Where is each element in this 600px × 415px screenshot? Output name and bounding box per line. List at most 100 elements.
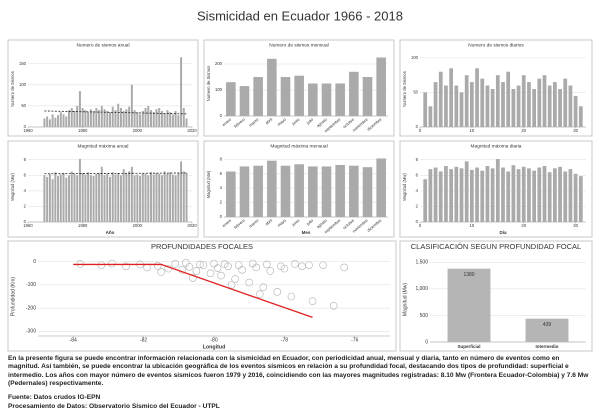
bar xyxy=(122,169,125,222)
bar xyxy=(158,108,161,127)
bar xyxy=(152,112,155,127)
y-tick-label: 100 xyxy=(19,82,27,87)
bar xyxy=(506,171,511,222)
bar xyxy=(553,168,557,222)
bar xyxy=(335,83,345,116)
bar xyxy=(109,112,111,127)
bar xyxy=(144,108,147,127)
y-tick-label: -200 xyxy=(26,305,36,311)
panel-title: Numero de sismos anual xyxy=(76,42,129,48)
bar xyxy=(92,110,95,127)
bar xyxy=(133,175,136,222)
bar xyxy=(454,166,459,222)
panel-title: Numero de sismos mensual xyxy=(269,42,328,48)
point xyxy=(97,261,106,269)
bar xyxy=(470,82,474,127)
bar xyxy=(59,174,62,222)
bar xyxy=(475,167,479,222)
x-tick-label: 1980 xyxy=(78,128,88,133)
bar xyxy=(506,71,511,127)
bar xyxy=(57,115,60,127)
x-tick-label: enero xyxy=(221,217,233,228)
bar xyxy=(177,173,180,222)
point xyxy=(248,259,257,268)
bar xyxy=(558,166,562,222)
x-tick-label: 20 xyxy=(521,128,526,133)
bar xyxy=(433,82,438,127)
bar xyxy=(527,82,531,127)
point xyxy=(231,275,239,283)
bar xyxy=(163,113,166,127)
bar xyxy=(59,112,62,127)
point xyxy=(182,259,190,267)
y-tick-label: 150 xyxy=(19,61,27,66)
point xyxy=(178,265,187,274)
x-tick-label: julio xyxy=(305,116,315,126)
bar xyxy=(114,110,117,127)
x-tick-label: -78 xyxy=(281,337,288,343)
bar xyxy=(180,57,183,128)
y-axis-label: Magnitud (Mw) xyxy=(402,283,408,316)
bar xyxy=(516,169,521,222)
bar xyxy=(68,110,70,127)
point xyxy=(305,261,313,269)
bar xyxy=(480,78,485,127)
bar xyxy=(133,110,136,127)
bar xyxy=(428,169,433,222)
bar xyxy=(78,159,81,222)
bar xyxy=(226,82,236,116)
bar xyxy=(73,173,76,222)
bar xyxy=(553,82,557,127)
bar xyxy=(84,174,87,222)
bar xyxy=(362,77,373,116)
bar xyxy=(54,172,57,222)
x-tick-label: 30 xyxy=(573,128,578,133)
bar xyxy=(48,119,51,127)
bar xyxy=(542,166,547,222)
x-tick-label: marzo xyxy=(248,217,260,228)
bar xyxy=(109,176,111,222)
x-axis-label: Día xyxy=(499,230,507,235)
bar xyxy=(87,172,90,222)
bar xyxy=(480,170,485,222)
point xyxy=(255,290,264,298)
panel-title: CLASIFICACIÓN SEGUN PROFUNDIDAD FOCAL xyxy=(411,242,581,251)
x-tick-label: 1980 xyxy=(78,223,88,228)
bar xyxy=(185,118,188,127)
bar xyxy=(537,78,542,127)
bar xyxy=(321,166,332,217)
panel-title: Magnitud máxima mensual xyxy=(270,143,327,149)
point xyxy=(196,260,204,269)
bar xyxy=(180,161,183,222)
bar xyxy=(48,173,51,222)
y-axis-label: Numero de Sismos xyxy=(10,71,15,107)
bar xyxy=(150,172,152,222)
x-tick-label: 0 xyxy=(419,223,422,228)
bar xyxy=(470,169,474,222)
bar xyxy=(459,92,464,127)
bar xyxy=(537,167,542,222)
bar xyxy=(155,109,158,127)
point xyxy=(340,263,349,272)
bar xyxy=(174,175,177,222)
bar xyxy=(253,77,263,116)
bar xyxy=(280,77,291,116)
bar xyxy=(111,172,114,222)
bar xyxy=(568,169,573,222)
bar xyxy=(573,173,578,222)
point xyxy=(277,262,285,271)
point xyxy=(262,260,271,269)
bar xyxy=(321,83,332,116)
bar xyxy=(166,173,169,222)
bar xyxy=(563,78,568,127)
bar xyxy=(78,91,81,127)
bar xyxy=(81,173,84,222)
bar xyxy=(43,175,46,222)
y-tick-label: 2 xyxy=(220,200,223,205)
bar xyxy=(103,109,106,127)
x-tick-label: Superficial xyxy=(457,344,480,349)
bar xyxy=(349,165,359,217)
panel-title: PROFUNDIDADES FOCALES xyxy=(151,242,253,251)
x-tick-label: 2020 xyxy=(187,223,197,228)
